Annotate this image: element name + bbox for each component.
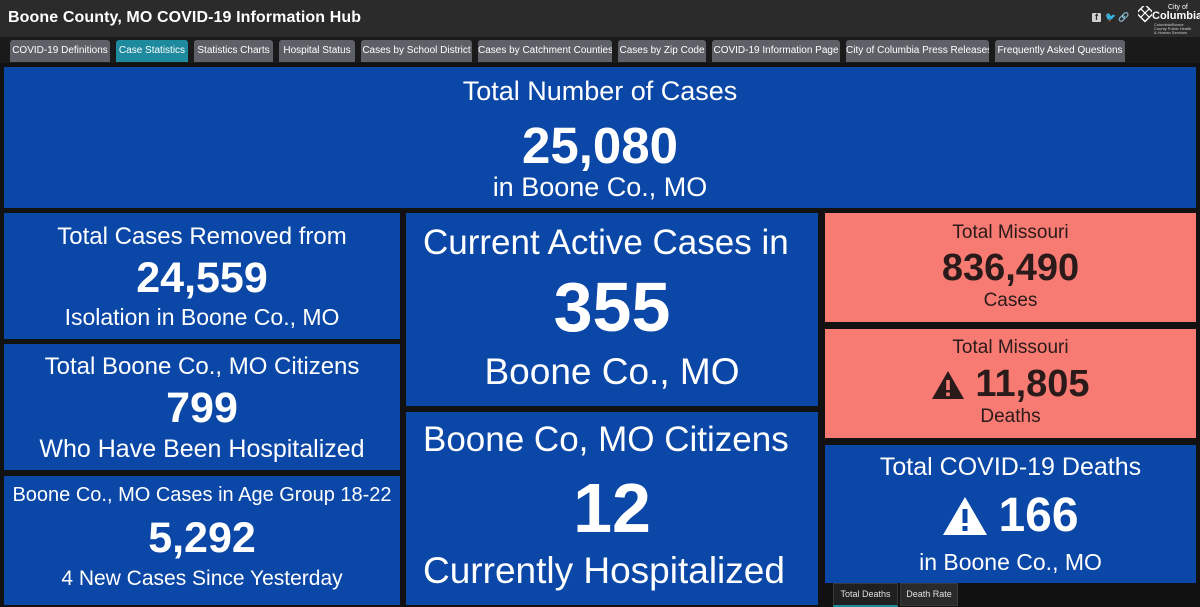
card-subtext: 4 New Cases Since Yesterday [61, 567, 343, 590]
card-subtext: Currently Hospitalized [423, 550, 785, 591]
card-subtext: in Boone Co., MO [919, 549, 1102, 575]
card-label: Total Missouri [952, 337, 1069, 358]
tab-total-deaths[interactable]: Total Deaths [833, 583, 898, 607]
card-age-group: Boone Co., MO Cases in Age Group 18-22 5… [4, 476, 400, 605]
card-subtext: Cases [983, 290, 1038, 311]
card-cases-removed: Total Cases Removed from 24,559 Isolatio… [4, 213, 400, 339]
tab-cases-by-school-district[interactable]: Cases by School District [361, 40, 472, 62]
card-label: Total Missouri [952, 222, 1069, 243]
tab-death-rate[interactable]: Death Rate [900, 583, 958, 606]
card-label: Boone Co, MO Citizens [423, 420, 789, 459]
card-value: 799 [166, 384, 238, 432]
card-label: Boone Co., MO Cases in Age Group 18-22 [12, 484, 392, 506]
card-total-cases: Total Number of Cases 25,080 in Boone Co… [4, 67, 1196, 208]
twitter-icon[interactable]: 🐦 [1105, 12, 1117, 22]
tab-bar: COVID-19 Definitions Case Statistics Sta… [0, 37, 1200, 63]
card-value: 166 [998, 489, 1079, 542]
tab-covid19-definitions[interactable]: COVID-19 Definitions [10, 40, 110, 62]
tab-cases-by-catchment-counties[interactable]: Cases by Catchment Counties [478, 40, 612, 62]
facebook-icon[interactable]: f [1092, 13, 1101, 22]
warning-icon [932, 370, 965, 399]
card-subtext: Who Have Been Hospitalized [39, 435, 365, 463]
card-subtext: Isolation in Boone Co., MO [64, 304, 340, 330]
social-links: f 🐦 🔗 [1092, 12, 1130, 22]
card-value: 355 [553, 268, 671, 346]
card-boone-deaths: Total COVID-19 Deaths 166 in Boone Co., … [825, 445, 1196, 583]
card-currently-hospitalized: Boone Co, MO Citizens 12 Currently Hospi… [406, 412, 818, 605]
card-label: Total COVID-19 Deaths [879, 453, 1142, 481]
logo-subtitle: Columbia/Boone County Public Health & Hu… [1154, 22, 1192, 35]
card-total-hospitalized: Total Boone Co., MO Citizens 799 Who Hav… [4, 344, 400, 470]
card-subtext: Boone Co., MO [484, 351, 740, 392]
columbia-logo-icon [1138, 6, 1152, 23]
card-value: 836,490 [941, 247, 1080, 289]
link-icon[interactable]: 🔗 [1118, 12, 1130, 22]
card-value-row: 166 [825, 488, 1196, 548]
tab-faq[interactable]: Frequently Asked Questions [995, 40, 1125, 62]
card-value: 12 [573, 469, 651, 547]
card-subtext: in Boone Co., MO [492, 172, 708, 202]
card-value: 11,805 [975, 363, 1090, 405]
card-label: Total Number of Cases [462, 76, 738, 106]
card-subtext: Deaths [980, 406, 1041, 427]
tab-city-press-releases[interactable]: City of Columbia Press Releases [846, 40, 989, 62]
logo-name: Columbia [1152, 10, 1200, 22]
city-logo[interactable]: City of Columbia Columbia/Boone County P… [1138, 4, 1200, 35]
card-value: 24,559 [136, 254, 268, 302]
card-active-cases: Current Active Cases in 355 Boone Co., M… [406, 213, 818, 406]
card-label: Total Boone Co., MO Citizens [44, 353, 360, 380]
tab-case-statistics[interactable]: Case Statistics [116, 40, 188, 62]
card-label: Current Active Cases in [423, 223, 789, 262]
tab-covid19-information-page[interactable]: COVID-19 Information Page [712, 40, 840, 62]
card-value: 5,292 [148, 514, 256, 562]
logo-city-of: City of [1168, 4, 1188, 11]
app-title: Boone County, MO COVID-19 Information Hu… [8, 9, 362, 26]
card-missouri-deaths: Total Missouri 11,805 Deaths [825, 329, 1196, 438]
card-missouri-cases: Total Missouri 836,490 Cases [825, 213, 1196, 322]
tab-cases-by-zip-code[interactable]: Cases by Zip Code [618, 40, 706, 62]
card-value-row: 11,805 [825, 363, 1196, 410]
warning-icon [943, 496, 988, 535]
card-label: Total Cases Removed from [57, 223, 347, 250]
app-header: Boone County, MO COVID-19 Information Hu… [0, 0, 1200, 37]
card-value: 25,080 [522, 117, 678, 174]
tab-hospital-status[interactable]: Hospital Status [279, 40, 355, 62]
tab-statistics-charts[interactable]: Statistics Charts [194, 40, 273, 62]
